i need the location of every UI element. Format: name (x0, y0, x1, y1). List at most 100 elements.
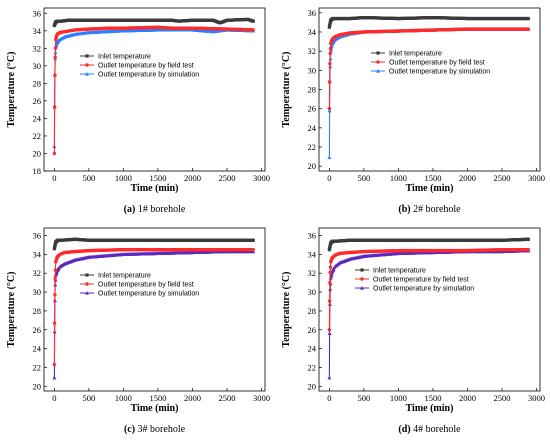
data-point (53, 55, 57, 59)
y-tick-label: 32 (33, 43, 42, 53)
panel-caption-label: (a) (124, 204, 136, 215)
legend-label: Outlet temperature by field test (373, 277, 469, 284)
x-tick-label: 2500 (494, 393, 511, 403)
panel-3: 0 500 1000 1500 2000 2500 3000 20 22 24 26 28 30 32 34… (0, 220, 275, 439)
y-tick-label: 34 (308, 27, 317, 37)
x-tick-label: 0 (52, 393, 56, 403)
legend-label: Outlet temperature by field test (98, 282, 194, 289)
panel-caption: (b) 2# borehole (398, 204, 461, 215)
y-tick-label: 20 (308, 161, 317, 171)
x-tick-label: 3000 (253, 393, 270, 403)
plot-frame (43, 7, 266, 172)
y-tick-label: 34 (33, 26, 42, 36)
y-tick-label: 18 (33, 166, 42, 176)
x-tick-label: 1000 (390, 393, 407, 403)
data-point (328, 46, 333, 51)
legend-label: Outlet temperature by simulation (98, 72, 199, 79)
panel-caption: (a) 1# borehole (124, 204, 186, 215)
y-tick-label: 36 (33, 8, 42, 18)
series-line (53, 26, 254, 154)
y-tick-label: 28 (308, 306, 317, 316)
x-tick-label: 1000 (115, 173, 132, 183)
data-point (328, 51, 332, 56)
legend-label: Outlet temperature by simulation (389, 69, 490, 76)
panel-caption-text: 2# borehole (411, 204, 462, 215)
legend-label: Outlet temperature by field test (98, 63, 194, 70)
data-point (526, 27, 530, 31)
legend-marker (376, 60, 380, 64)
y-tick-label: 26 (308, 325, 317, 335)
series-line (53, 251, 254, 378)
y-tick-label: 34 (33, 249, 42, 259)
x-tick-label: 500 (83, 173, 96, 183)
data-point (328, 280, 332, 285)
plot-frame (318, 227, 541, 392)
legend-marker (85, 282, 89, 286)
legend-label: Inlet temperature (98, 273, 151, 280)
panel-2: 0 500 1000 1500 2000 2500 3000 20 22 24 26 28 30 32 34… (275, 0, 550, 219)
x-tick-label: 2500 (219, 393, 236, 403)
series-line (53, 29, 254, 147)
data-point (327, 80, 332, 84)
x-tick-label: 2000 (459, 393, 476, 403)
y-tick-label: 30 (308, 65, 317, 75)
data-point (328, 265, 333, 269)
data-point (327, 106, 332, 111)
panel-caption-text: 1# borehole (135, 204, 186, 215)
y-tick-label: 30 (308, 287, 317, 297)
x-axis-label: Time (min) (406, 183, 454, 194)
data-point (526, 237, 530, 241)
data-point (52, 151, 57, 156)
legend-marker (360, 268, 364, 272)
y-tick-label: 36 (308, 231, 317, 241)
y-axis-label: Temperature (°C) (6, 52, 17, 128)
data-point (328, 270, 332, 275)
x-axis-label: Time (min) (131, 183, 179, 194)
data-point (526, 247, 530, 252)
legend-marker (360, 286, 364, 290)
data-point (53, 293, 57, 297)
legend-marker (85, 273, 89, 277)
x-tick-label: 1500 (424, 173, 441, 183)
y-axis-label: Temperature (°C) (281, 52, 292, 128)
y-tick-label: 24 (33, 113, 42, 123)
panel-4: 0 500 1000 1500 2000 2500 3000 20 22 24 26 28 30 32 34… (275, 220, 550, 439)
y-tick-label: 26 (33, 96, 42, 106)
legend-marker (360, 277, 364, 281)
y-tick-label: 30 (33, 61, 42, 71)
y-tick-label: 22 (308, 362, 317, 372)
y-tick-label: 20 (308, 381, 317, 391)
data-point (327, 375, 332, 380)
legend-label: Outlet temperature by field test (389, 60, 485, 67)
data-point (251, 19, 255, 23)
data-point (251, 28, 255, 32)
x-tick-label: 1500 (149, 393, 166, 403)
data-point (53, 73, 57, 77)
data-point (53, 276, 57, 281)
x-tick-label: 2500 (494, 173, 511, 183)
y-tick-label: 24 (33, 344, 42, 354)
x-tick-label: 0 (327, 393, 331, 403)
legend-label: Inlet temperature (389, 51, 442, 58)
panel-caption: (c) 3# borehole (124, 424, 186, 435)
legend-label: Outlet temperature by simulation (98, 291, 199, 298)
chart-4-borehole: 0 500 1000 1500 2000 2500 3000 20 22 24 26 28 30 32 34… (281, 227, 545, 435)
x-tick-label: 2000 (459, 173, 476, 183)
x-tick-label: 500 (358, 393, 371, 403)
x-tick-label: 0 (327, 173, 331, 183)
x-tick-label: 2000 (184, 173, 201, 183)
y-tick-label: 24 (308, 344, 317, 354)
y-tick-label: 22 (33, 131, 42, 141)
y-tick-label: 32 (308, 46, 317, 56)
legend-marker (376, 51, 380, 55)
x-tick-label: 2000 (184, 393, 201, 403)
panel-caption-text: 3# borehole (135, 424, 186, 435)
data-point (251, 247, 255, 252)
data-point (327, 108, 332, 113)
data-point (53, 46, 58, 51)
y-tick-label: 36 (308, 8, 317, 18)
y-tick-label: 20 (33, 381, 42, 391)
y-axis-label: Temperature (°C) (281, 272, 292, 348)
data-point (526, 16, 530, 21)
legend-marker (85, 291, 89, 295)
